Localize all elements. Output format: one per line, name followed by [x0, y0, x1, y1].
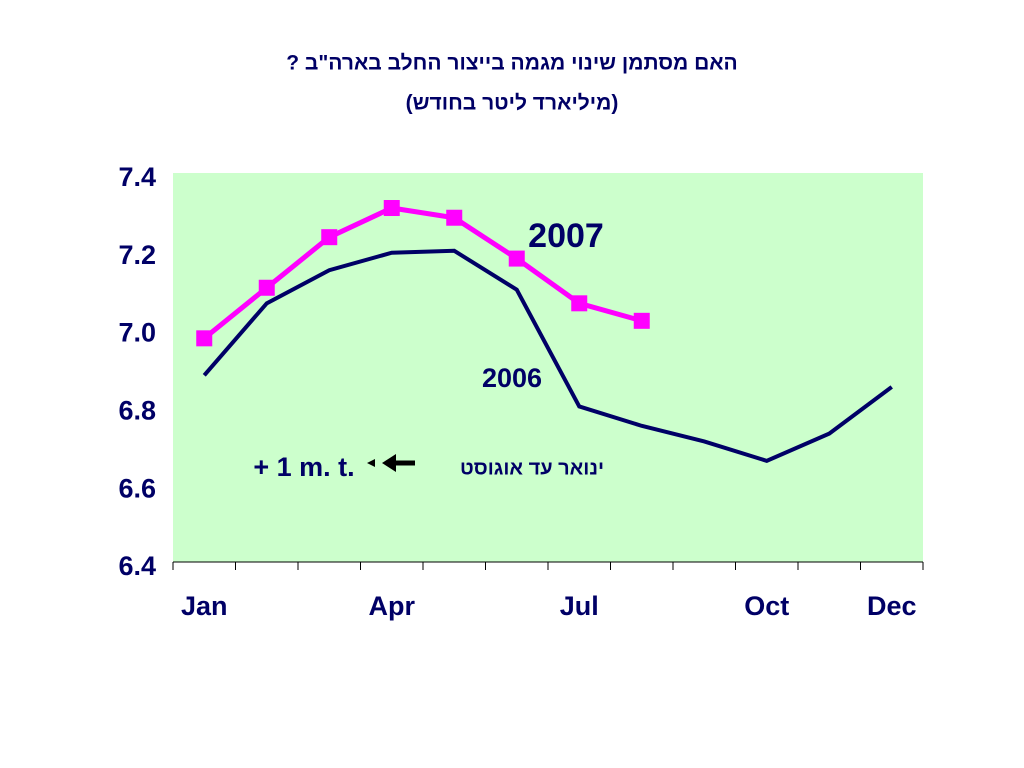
- series-line: [202, 205, 643, 341]
- y-tick-label: 6.6: [118, 473, 156, 503]
- marker: [383, 200, 400, 217]
- marker: [258, 279, 275, 296]
- marker: [321, 229, 338, 246]
- annotation: + 1 m. t.: [253, 452, 354, 482]
- series-label: 2006: [482, 363, 542, 393]
- y-tick-label: 7.4: [118, 162, 156, 192]
- plot-area: [173, 173, 923, 562]
- x-tick-label: Apr: [369, 591, 416, 621]
- series-label: 2007: [528, 217, 604, 255]
- annotation: ינואר עד אוגוסט: [460, 457, 604, 479]
- x-tick-label: Oct: [744, 591, 789, 621]
- x-tick-label: Dec: [867, 591, 917, 621]
- arrow: [367, 454, 415, 472]
- y-tick-label: 6.4: [118, 551, 156, 581]
- marker: [571, 295, 588, 312]
- marker: [633, 312, 650, 329]
- marker: [196, 330, 213, 347]
- marker: [508, 250, 525, 267]
- y-tick-label: 7.0: [118, 318, 156, 348]
- y-tick-label: 7.2: [118, 240, 156, 270]
- x-tick-label: Jul: [560, 591, 599, 621]
- series-line: [202, 248, 893, 463]
- y-tick-label: 6.8: [118, 396, 156, 426]
- x-tick-label: Jan: [181, 591, 228, 621]
- marker: [446, 209, 463, 226]
- chart-subtitle: (מיליארד ליטר בחודש): [406, 92, 619, 115]
- chart-title: האם מסתמן שינוי מגמה בייצור החלב בארה"ב …: [286, 52, 738, 75]
